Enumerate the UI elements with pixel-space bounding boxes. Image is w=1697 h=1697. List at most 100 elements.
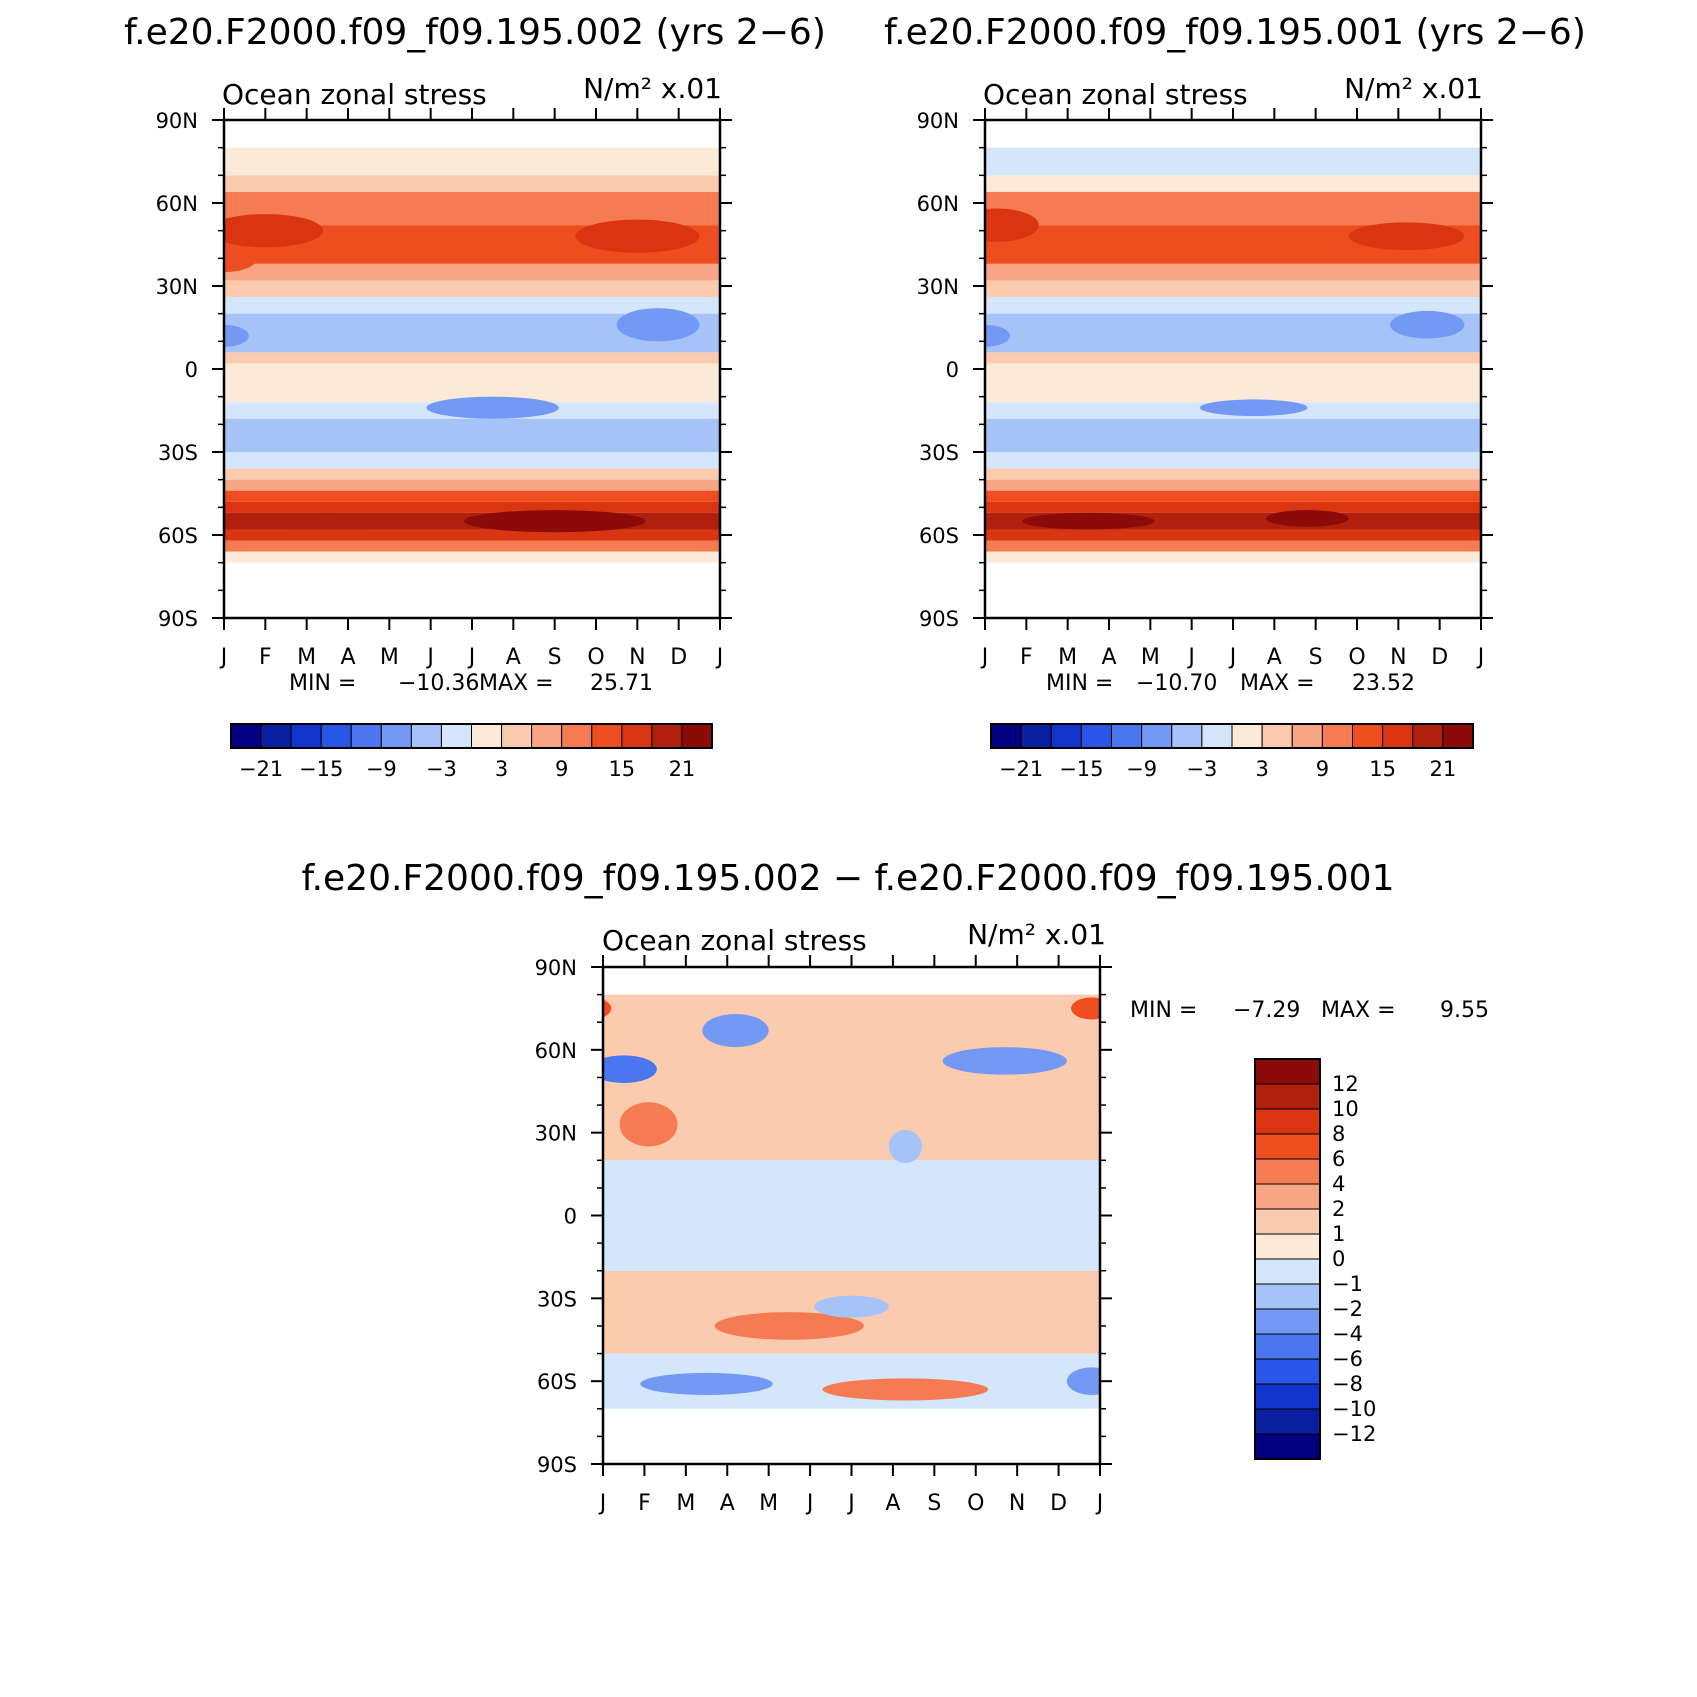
- y-tick-label: 30N: [917, 275, 959, 299]
- min-label: MIN =: [289, 671, 356, 696]
- colorbar-swatch: [1254, 1083, 1321, 1110]
- colorbar-swatch: [1254, 1358, 1321, 1385]
- colorbar-swatch: [621, 723, 653, 749]
- colorbar-swatch: [1254, 1283, 1321, 1310]
- contour-band: [224, 418, 720, 452]
- panel-units-label: N/m² x.01: [1344, 72, 1483, 105]
- x-tick-label: S: [548, 645, 562, 670]
- colorbar-swatch: [1254, 1258, 1321, 1285]
- contour-band: [603, 1077, 1100, 1161]
- contour-blob: [616, 308, 700, 342]
- colorbar-label: 3: [1255, 757, 1268, 781]
- colorbar-swatch: [1254, 1433, 1321, 1460]
- x-tick-label: J: [219, 645, 228, 670]
- colorbar-label: 9: [1316, 757, 1329, 781]
- colorbar-label: −9: [1126, 757, 1157, 781]
- x-tick-label: M: [759, 1491, 778, 1516]
- panel-units-label: N/m² x.01: [583, 72, 722, 105]
- colorbar-swatch: [1254, 1208, 1321, 1235]
- x-tick-label: A: [1267, 645, 1282, 670]
- contour-band: [224, 479, 720, 491]
- y-tick-label: 90S: [919, 607, 959, 631]
- contour-band: [224, 540, 720, 552]
- colorbar-swatch: [1080, 723, 1112, 749]
- panel-title: f.e20.F2000.f09_f09.195.002 − f.e20.F200…: [302, 858, 1395, 899]
- x-tick-label: J: [805, 1491, 814, 1516]
- x-tick-label: S: [1309, 645, 1323, 670]
- colorbar-swatch: [990, 723, 1022, 749]
- contour-band: [224, 363, 720, 403]
- colorbar-label: 4: [1332, 1172, 1345, 1196]
- min-label: MIN =: [1046, 671, 1113, 696]
- y-tick-label: 60N: [917, 192, 959, 216]
- x-tick-label: J: [598, 1491, 607, 1516]
- colorbar-swatch: [1171, 723, 1203, 749]
- colorbar-swatch: [1291, 723, 1323, 749]
- colorbar-swatch: [1442, 723, 1474, 749]
- colorbar-label: −10: [1332, 1397, 1376, 1421]
- colorbar-swatch: [471, 723, 503, 749]
- panel-left-label: Ocean zonal stress: [222, 78, 487, 111]
- colorbar-swatch: [1261, 723, 1293, 749]
- colorbar-swatch: [260, 723, 292, 749]
- y-tick-label: 90N: [535, 956, 577, 980]
- colorbar-swatch: [1254, 1333, 1321, 1360]
- colorbar-label: −21: [999, 757, 1043, 781]
- contour-band: [224, 175, 720, 192]
- colorbar-swatch: [561, 723, 593, 749]
- colorbar-label: 2: [1332, 1197, 1345, 1221]
- contour-band: [224, 263, 720, 281]
- colorbar-swatch: [591, 723, 623, 749]
- y-tick-label: 90N: [917, 109, 959, 133]
- colorbar-label: 8: [1332, 1122, 1345, 1146]
- colorbar-label: 12: [1332, 1072, 1359, 1096]
- contour-blob: [619, 1102, 678, 1147]
- x-tick-label: M: [380, 645, 399, 670]
- horizontal-colorbar: −21 −15 −9 −3 3 9 15 21: [990, 723, 1474, 781]
- colorbar-label: −4: [1332, 1322, 1363, 1346]
- panel-case-001: f.e20.F2000.f09_f09.195.001 (yrs 2−6) Oc…: [884, 12, 1586, 781]
- x-tick-label: D: [1050, 1491, 1067, 1516]
- colorbar-label: −21: [239, 757, 283, 781]
- x-tick-label: J: [1476, 645, 1485, 670]
- contour-blob: [714, 1312, 864, 1340]
- colorbar-swatch: [1020, 723, 1052, 749]
- contour-band: [224, 452, 720, 469]
- contour-blob: [706, 1193, 956, 1238]
- colorbar-frame: [230, 723, 713, 749]
- contour-blob: [822, 1378, 989, 1401]
- x-tick-label: S: [927, 1491, 941, 1516]
- colorbar-label: 15: [1369, 757, 1396, 781]
- x-tick-label: D: [670, 645, 687, 670]
- colorbar-swatch: [1352, 723, 1384, 749]
- colorbar-label: 21: [669, 757, 696, 781]
- colorbar-swatch: [1111, 723, 1143, 749]
- contour-field: [224, 147, 720, 563]
- contour-band: [224, 147, 720, 176]
- colorbar-swatch: [1141, 723, 1173, 749]
- min-value: −7.29: [1233, 998, 1300, 1023]
- panel-left-label: Ocean zonal stress: [983, 78, 1248, 111]
- max-label: MAX =: [1321, 998, 1396, 1023]
- colorbar-swatch: [651, 723, 683, 749]
- contour-band: [985, 501, 1481, 513]
- colorbar-swatch: [501, 723, 533, 749]
- contour-blob: [814, 1295, 889, 1318]
- contour-blob: [1199, 399, 1308, 417]
- contour-blob: [1071, 997, 1100, 1020]
- x-tick-label: F: [638, 1491, 651, 1516]
- horizontal-colorbar: −21 −15 −9 −3 3 9 15 21: [230, 723, 713, 781]
- colorbar-label: −6: [1332, 1347, 1363, 1371]
- contour-band: [985, 147, 1481, 176]
- panel-case-002: f.e20.F2000.f09_f09.195.002 (yrs 2−6) Oc…: [124, 12, 826, 781]
- max-label: MAX =: [1240, 671, 1315, 696]
- colorbar-swatch: [290, 723, 322, 749]
- contour-band: [224, 297, 720, 314]
- contour-blob: [224, 214, 324, 248]
- contour-field: [985, 147, 1481, 563]
- y-tick-label: 0: [185, 358, 198, 382]
- contour-band: [985, 540, 1481, 552]
- y-tick-label: 60N: [535, 1039, 577, 1063]
